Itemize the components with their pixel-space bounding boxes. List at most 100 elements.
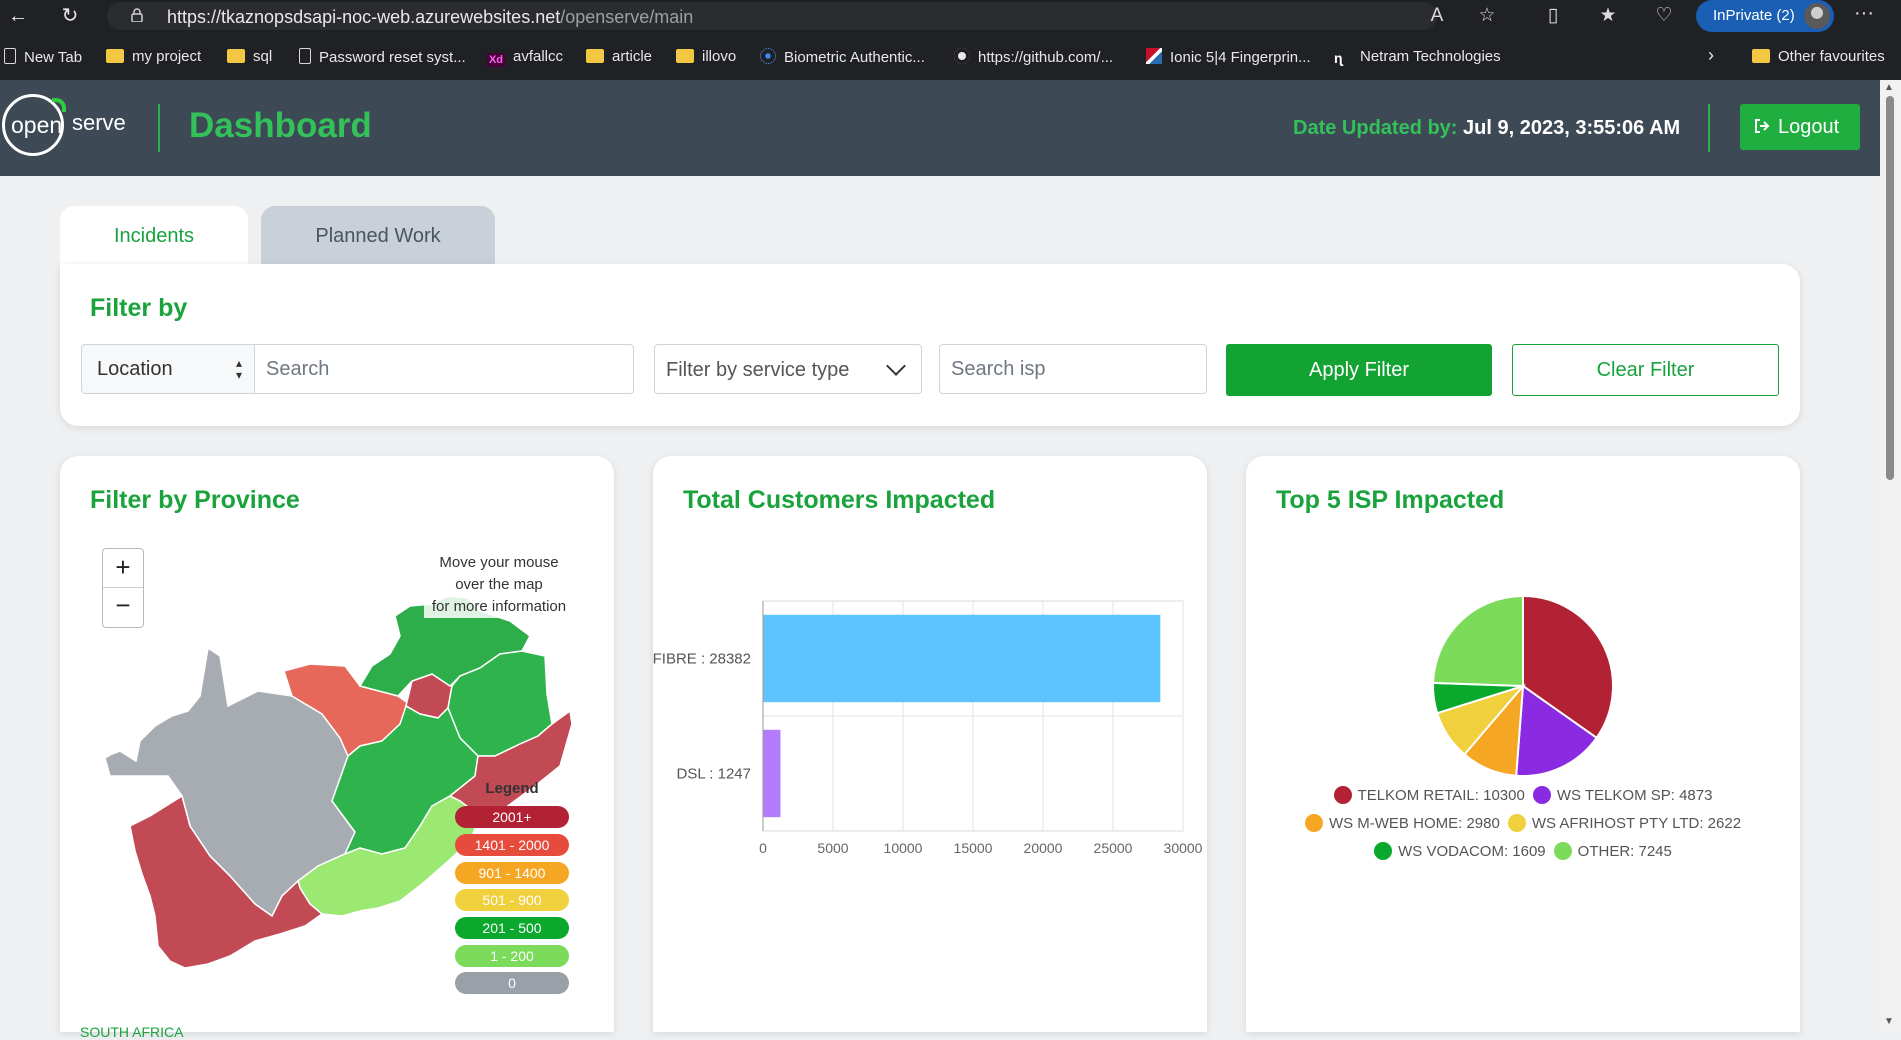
browser-essentials-icon[interactable]: ♡ [1655,5,1673,26]
folder-icon [106,49,124,63]
isp-pie-chart [1432,594,1614,776]
zoom-separator [103,587,143,588]
zoom-out-button[interactable]: − [115,590,131,620]
refresh-icon[interactable]: ↻ [61,5,79,27]
country-label: SOUTH AFRICA [80,1024,184,1040]
x-tick-label: 30000 [1164,840,1203,856]
logo-serve-text: serve [72,110,126,135]
bookmark-item[interactable]: Password reset syst... [299,48,466,66]
bookmark-item[interactable]: https://github.com/... [954,48,1113,66]
address-bar[interactable]: https://tkaznopsdsapi-noc-web.azurewebsi… [107,2,1437,30]
legend-label: WS M-WEB HOME: 2980 [1328,815,1500,832]
chevron-right-icon[interactable]: › [1708,45,1714,65]
pie-legend-item[interactable]: OTHER: 7245 [1553,838,1672,866]
app-header: open serve Dashboard Date Updated by: Ju… [0,80,1880,176]
lock-icon [131,8,143,22]
filter-card: Filter by Location ▴▾ Filter by service … [60,264,1800,426]
tab-planned-work[interactable]: Planned Work [261,206,495,266]
other-favourites[interactable]: Other favourites [1752,48,1885,66]
sort-arrows-icon: ▴ ▾ [235,356,242,382]
customers-card: Total Customers Impacted 0 5000 10000 15000… [653,456,1207,1032]
pie-legend-row: TELKOM RETAIL: 10300 WS TELKOM SP: 4873 [1286,782,1760,810]
pie-legend-item[interactable]: WS AFRIHOST PTY LTD: 2622 [1507,810,1742,838]
category-label: FIBRE : 28382 [653,651,751,668]
logo-accent [52,98,66,112]
pie-legend-row: WS VODACOM: 1609 OTHER: 7245 [1286,838,1760,866]
isp-card: Top 5 ISP Impacted TELKOM RETAIL: 10300 W… [1246,456,1800,1032]
search-input[interactable] [254,344,634,394]
legend-label: TELKOM RETAIL: 10300 [1357,787,1525,804]
browser-chrome: ← ↻ https://tkaznopsdsapi-noc-web.azurew… [0,0,1901,80]
bookmark-item[interactable]: sql [227,48,272,66]
more-menu-icon[interactable]: ··· [1854,2,1874,24]
page-scrollbar[interactable]: ▲ ▼ [1880,80,1901,1032]
map-zoom-control: + − [102,548,144,628]
apply-filter-button[interactable]: Apply Filter [1226,344,1492,396]
pie-legend-item[interactable]: WS VODACOM: 1609 [1374,838,1546,866]
clear-filter-button[interactable]: Clear Filter [1512,344,1779,396]
legend-label: WS AFRIHOST PTY LTD: 2622 [1531,815,1742,832]
legend-item: 2001+ [455,806,569,828]
folder-icon [227,49,245,63]
legend-title: Legend [485,780,539,797]
logout-button[interactable]: Logout [1740,104,1860,150]
legend-item: 1 - 200 [455,945,569,967]
bookmark-item[interactable]: New Tab [4,48,82,66]
date-updated-value: Jul 9, 2023, 3:55:06 AM [1463,117,1681,139]
favorite-star-icon[interactable]: ☆ [1478,5,1496,26]
category-label: DSL : 1247 [677,766,752,783]
x-tick-label: 0 [759,840,767,856]
openserve-logo: open serve [2,94,142,162]
scroll-thumb[interactable] [1886,96,1894,480]
location-select[interactable]: Location ▴ ▾ [81,344,255,394]
isp-search-input[interactable] [939,344,1207,394]
pie-legend-item[interactable]: WS TELKOM SP: 4873 [1532,782,1712,810]
inprivate-badge[interactable]: InPrivate (2) [1696,0,1834,32]
logout-icon [1755,119,1770,133]
bookmark-item[interactable]: illovo [676,48,736,66]
read-aloud-icon[interactable]: A [1430,5,1444,26]
legend-item: 0 [455,972,569,994]
scroll-up-icon[interactable]: ▲ [1884,82,1894,93]
service-type-select[interactable]: Filter by service type [654,344,922,394]
url-text: https://tkaznopsdsapi-noc-web.azurewebsi… [167,7,694,27]
profile-avatar [1804,3,1830,29]
biometric-icon [760,48,776,64]
pie-slice[interactable] [1515,684,1598,776]
pie-slice[interactable] [1522,594,1614,740]
pie-legend-item[interactable]: TELKOM RETAIL: 10300 [1333,782,1525,810]
netram-icon: ɳ [1334,50,1343,66]
bookmark-item[interactable]: Ionic 5|4 Fingerprin... [1146,48,1311,66]
bar-fibre[interactable] [763,614,1161,703]
xd-icon: Xd [487,53,505,67]
pie-legend: TELKOM RETAIL: 10300 WS TELKOM SP: 4873 WS… [1286,782,1760,866]
legend-label: OTHER: 7245 [1577,843,1672,860]
favorites-icon[interactable]: ★ [1599,5,1617,26]
bookmark-item[interactable]: article [586,48,652,66]
zoom-in-button[interactable]: + [115,552,131,582]
bookmark-item[interactable]: Xd avfallcc [487,48,564,67]
scroll-down-icon[interactable]: ▼ [1884,1016,1894,1027]
legend-swatch [1333,786,1352,804]
tab-incidents[interactable]: Incidents [60,206,248,266]
pie-legend-item[interactable]: WS M-WEB HOME: 2980 [1304,810,1500,838]
legend-item: 901 - 1400 [455,862,569,884]
bookmark-item[interactable]: Biometric Authentic... [760,48,925,66]
isp-card-title: Top 5 ISP Impacted [1276,486,1505,514]
province-western-cape [129,794,324,969]
filter-title: Filter by [90,294,188,322]
bookmarks-bar: New Tab my project sql Password reset sy… [0,44,1901,68]
bar-dsl[interactable] [763,729,781,818]
header-divider [158,104,160,152]
pie-slice[interactable] [1432,594,1524,688]
bookmark-item[interactable]: ɳ Netram Technologies [1334,48,1501,66]
split-screen-icon[interactable]: ▯ [1547,5,1559,26]
bookmark-item[interactable]: my project [106,48,201,66]
x-tick-label: 10000 [884,840,923,856]
legend-item: 501 - 900 [455,889,569,911]
legend-swatch [1553,842,1572,860]
back-arrow-icon[interactable]: ← [8,5,28,27]
customers-card-title: Total Customers Impacted [683,486,996,514]
folder-icon [1752,49,1770,63]
map-hint-line: over the map [455,576,543,593]
